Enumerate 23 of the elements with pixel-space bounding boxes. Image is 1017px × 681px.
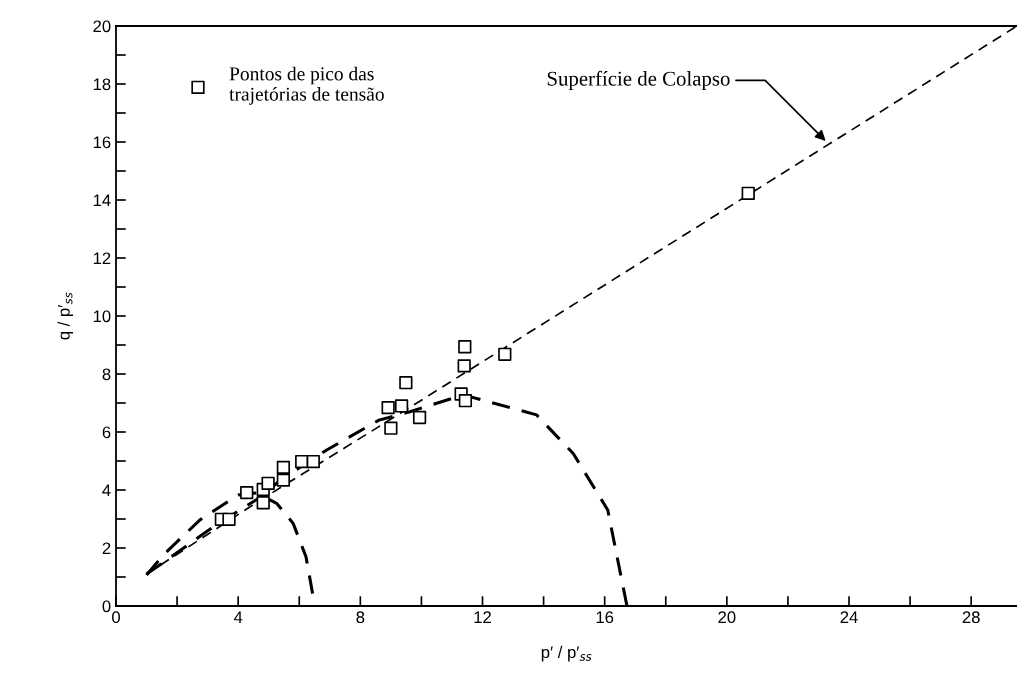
y-tick-label: 12: [93, 252, 111, 265]
y-tick-label: 20: [93, 20, 111, 33]
x-tick-label: 16: [596, 611, 614, 624]
y-tick-label: 10: [93, 310, 111, 323]
y-tick-label: 14: [93, 194, 111, 207]
y-tick-label: 2: [102, 542, 111, 555]
x-tick-label: 28: [962, 611, 980, 624]
y-axis-title: q / p′$_{ss}$: [57, 292, 74, 340]
x-tick-label: 12: [474, 611, 491, 623]
y-tick-label: 6: [102, 426, 111, 439]
annotation: Superfície de Colapso: [547, 70, 730, 90]
x-tick-label: 0: [112, 611, 120, 624]
y-tick-label: 16: [93, 136, 111, 149]
y-tick-label: 18: [93, 78, 111, 91]
legend-label: Pontos de pico das trajetórias de tensão: [229, 66, 384, 105]
x-tick-label: 20: [718, 611, 736, 624]
y-tick-label: 8: [102, 368, 111, 381]
x-axis-title: p′ / p′$_{ss}$: [541, 645, 592, 662]
y-tick-label: 0: [102, 600, 111, 613]
x-tick-label: 4: [233, 611, 243, 623]
x-tick-label: 24: [840, 611, 858, 623]
x-tick-label: 8: [356, 611, 365, 624]
y-tick-label: 4: [102, 484, 111, 497]
